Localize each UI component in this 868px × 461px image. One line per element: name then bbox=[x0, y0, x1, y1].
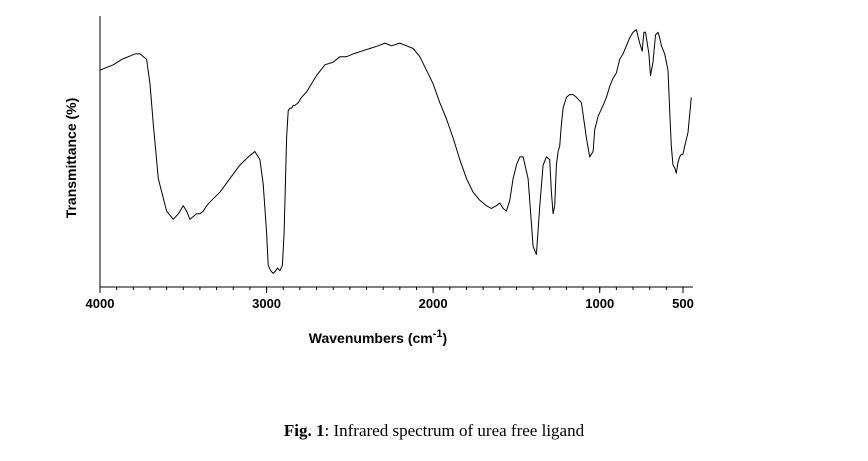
x-tick-labels: 4000 3000 2000 1000 500 bbox=[86, 296, 694, 311]
figure-caption: Fig. 1: Infrared spectrum of urea free l… bbox=[0, 421, 868, 441]
plot-area bbox=[99, 16, 693, 293]
x-axis-label-sup: -1 bbox=[433, 328, 443, 340]
spectrum-line bbox=[99, 29, 692, 274]
x-axis-label-main: Wavenumbers (cm bbox=[309, 330, 433, 346]
x-major-ticks bbox=[99, 287, 684, 293]
x-axis-label: Wavenumbers (cm-1) bbox=[309, 328, 447, 346]
y-axis-label: Transmittance (%) bbox=[63, 98, 79, 219]
x-tick-label: 4000 bbox=[86, 296, 115, 311]
x-tick-label: 3000 bbox=[252, 296, 281, 311]
caption-text: : Infrared spectrum of urea free ligand bbox=[324, 421, 585, 440]
x-axis-label-close: ) bbox=[443, 330, 448, 346]
figure-label: Fig. 1 bbox=[283, 421, 325, 440]
x-tick-label: 2000 bbox=[419, 296, 448, 311]
x-tick-label: 500 bbox=[672, 296, 694, 311]
x-tick-label: 1000 bbox=[585, 296, 614, 311]
